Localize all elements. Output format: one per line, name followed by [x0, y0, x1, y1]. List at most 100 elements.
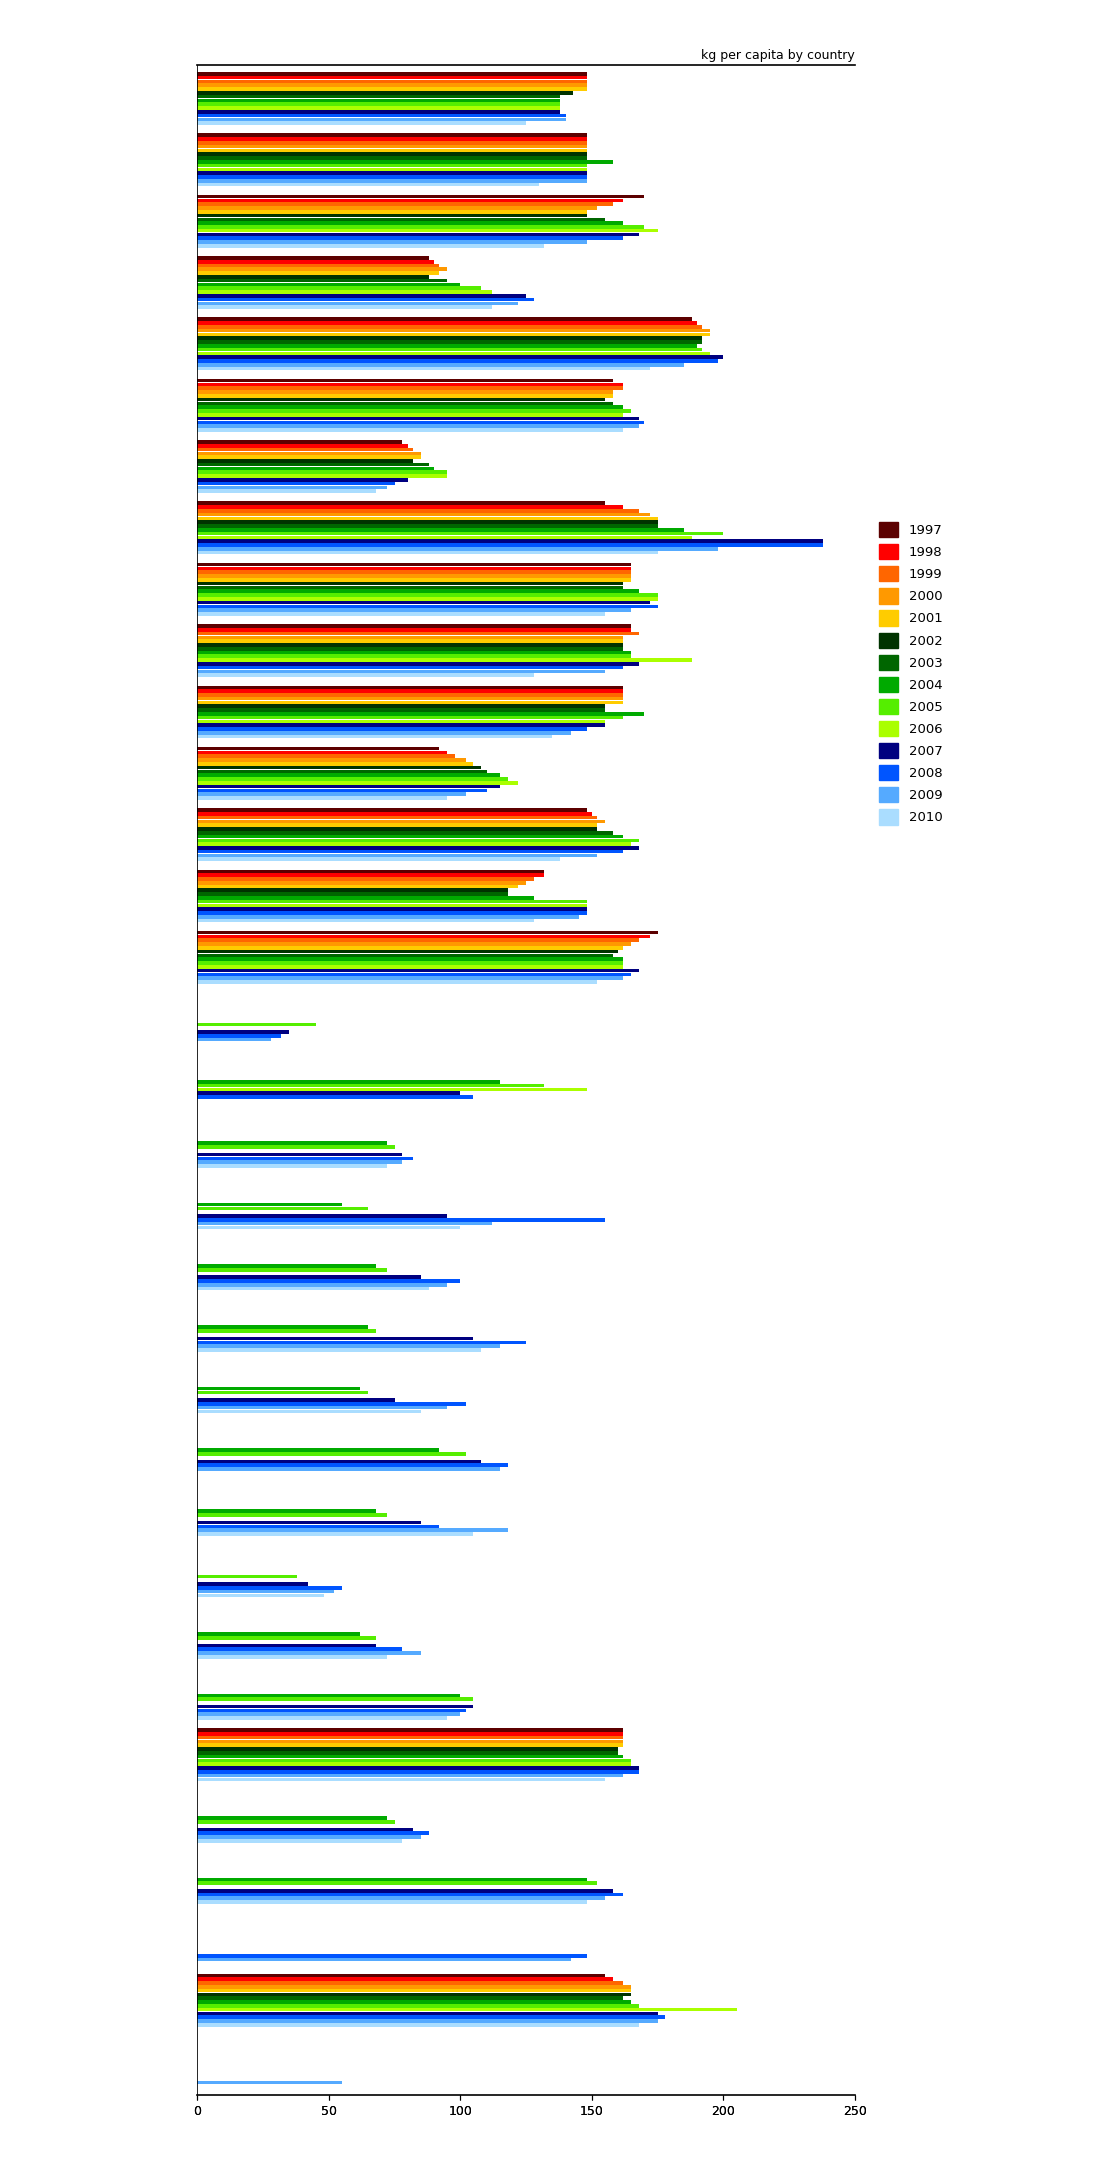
Bar [197, 1655, 387, 1659]
Bar [197, 1337, 473, 1341]
Bar [197, 210, 586, 214]
Bar [197, 2080, 342, 2084]
Bar [197, 471, 447, 473]
Bar [197, 611, 605, 616]
Bar [197, 134, 586, 136]
Bar [197, 382, 624, 387]
Bar [197, 605, 658, 609]
Bar [197, 812, 592, 816]
Bar [197, 318, 692, 322]
Bar [197, 447, 413, 451]
Bar [197, 322, 697, 324]
Bar [197, 352, 710, 354]
Bar [197, 832, 613, 834]
Bar [197, 816, 597, 819]
Bar [197, 341, 703, 343]
Bar [197, 808, 586, 812]
Bar [197, 1326, 368, 1328]
Bar [197, 393, 613, 397]
Bar [197, 631, 639, 635]
Bar [197, 542, 823, 546]
Bar [197, 793, 466, 795]
Bar [197, 1752, 618, 1754]
Bar [197, 624, 631, 629]
Bar [197, 778, 507, 780]
Bar [197, 220, 624, 225]
Bar [197, 1896, 605, 1901]
Bar [197, 510, 639, 512]
Bar [197, 1391, 368, 1393]
Bar [197, 1264, 376, 1268]
Bar [197, 1341, 526, 1344]
Bar [197, 579, 631, 581]
Bar [197, 244, 545, 248]
Bar [197, 302, 518, 305]
Bar [197, 287, 481, 289]
Bar [197, 724, 605, 728]
Bar [197, 184, 539, 186]
Bar [197, 1838, 402, 1842]
Bar [197, 754, 455, 758]
Bar [197, 1575, 297, 1579]
Bar [197, 942, 631, 946]
Bar [197, 838, 639, 842]
Bar [197, 387, 624, 391]
Bar [197, 1452, 466, 1456]
Bar [197, 1030, 289, 1035]
Bar [197, 1817, 387, 1819]
Bar [197, 1644, 376, 1648]
Bar [197, 1531, 473, 1536]
Bar [197, 114, 566, 117]
Bar [197, 486, 387, 488]
Bar [197, 145, 586, 149]
Bar [197, 80, 586, 84]
Bar [197, 747, 439, 750]
Bar [197, 279, 447, 283]
Bar [197, 1160, 402, 1164]
Bar [197, 970, 639, 972]
Bar [197, 240, 586, 244]
Bar [197, 596, 658, 600]
Bar [197, 175, 586, 179]
Bar [197, 1164, 387, 1169]
Bar [197, 693, 624, 698]
Bar [197, 337, 703, 339]
Bar [197, 1773, 624, 1778]
Bar [197, 665, 624, 670]
Bar [197, 708, 605, 713]
Bar [197, 1763, 631, 1767]
Bar [197, 644, 624, 646]
Bar [197, 363, 684, 367]
Bar [197, 849, 624, 853]
Bar [197, 451, 421, 456]
Bar [197, 1214, 447, 1218]
Bar [197, 1156, 413, 1160]
Bar [197, 1709, 466, 1713]
Bar [197, 99, 560, 102]
Bar [197, 566, 631, 570]
Bar [197, 877, 534, 881]
Bar [197, 1717, 447, 1719]
Bar [197, 397, 605, 402]
Bar [197, 121, 526, 125]
Bar [197, 110, 560, 114]
Bar [197, 981, 597, 983]
Bar [197, 758, 466, 762]
Bar [197, 76, 586, 80]
Bar [197, 762, 473, 765]
Bar [197, 1525, 439, 1529]
Bar [197, 931, 658, 935]
Bar [197, 1693, 460, 1698]
Bar [197, 289, 492, 294]
Bar [197, 659, 692, 661]
Bar [197, 477, 408, 482]
Bar [197, 704, 605, 708]
Bar [197, 734, 552, 739]
Bar [197, 730, 571, 734]
Bar [197, 916, 579, 918]
Bar [197, 2015, 665, 2020]
Bar [197, 402, 613, 406]
Bar [197, 1881, 597, 1886]
Bar [197, 1590, 334, 1594]
Bar [197, 715, 624, 719]
